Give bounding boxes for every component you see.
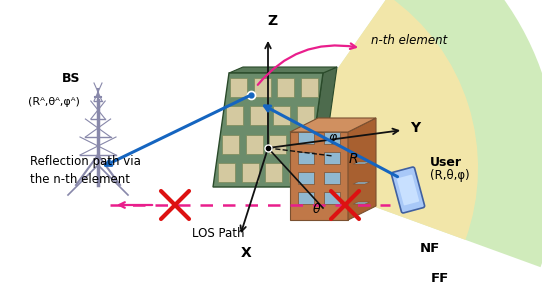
Text: Reflection path via
the n-th element: Reflection path via the n-th element — [30, 155, 141, 186]
Text: FF: FF — [431, 271, 449, 285]
Text: User: User — [430, 156, 462, 168]
Polygon shape — [297, 106, 314, 125]
FancyBboxPatch shape — [391, 167, 424, 213]
Polygon shape — [242, 163, 259, 182]
Polygon shape — [222, 135, 239, 154]
Polygon shape — [307, 67, 337, 187]
Text: θ: θ — [313, 203, 321, 216]
Polygon shape — [348, 118, 376, 220]
Polygon shape — [301, 78, 318, 97]
Polygon shape — [324, 192, 340, 204]
Polygon shape — [353, 202, 370, 204]
Text: n-th element: n-th element — [371, 34, 447, 47]
Polygon shape — [298, 152, 314, 164]
Wedge shape — [268, 0, 542, 267]
Text: (R,θ,φ): (R,θ,φ) — [430, 169, 469, 183]
Polygon shape — [265, 163, 282, 182]
Polygon shape — [290, 118, 376, 132]
Wedge shape — [268, 0, 478, 240]
Polygon shape — [324, 172, 340, 184]
Polygon shape — [218, 163, 235, 182]
Polygon shape — [229, 67, 337, 73]
Polygon shape — [278, 78, 294, 97]
Polygon shape — [298, 172, 314, 184]
Polygon shape — [290, 132, 348, 220]
Text: Y: Y — [410, 121, 420, 135]
Polygon shape — [289, 163, 306, 182]
Polygon shape — [246, 135, 263, 154]
Text: (Rᴬ,θᴬ,φᴬ): (Rᴬ,θᴬ,φᴬ) — [28, 97, 80, 107]
Polygon shape — [269, 135, 286, 154]
Polygon shape — [353, 162, 370, 164]
Text: R: R — [348, 152, 358, 166]
Polygon shape — [298, 192, 314, 204]
Polygon shape — [230, 78, 247, 97]
Polygon shape — [250, 106, 267, 125]
Text: φ: φ — [328, 131, 336, 144]
Text: X: X — [241, 246, 251, 260]
Text: LOS Path: LOS Path — [192, 227, 244, 240]
Polygon shape — [324, 152, 340, 164]
Polygon shape — [273, 106, 290, 125]
Polygon shape — [353, 182, 370, 184]
Text: Z: Z — [267, 14, 277, 28]
Polygon shape — [324, 132, 340, 144]
FancyBboxPatch shape — [397, 175, 419, 205]
Polygon shape — [298, 132, 314, 144]
Text: BS: BS — [61, 72, 80, 85]
Text: NF: NF — [420, 241, 440, 254]
Polygon shape — [227, 106, 243, 125]
Polygon shape — [254, 78, 270, 97]
Polygon shape — [213, 73, 323, 187]
Polygon shape — [293, 135, 309, 154]
